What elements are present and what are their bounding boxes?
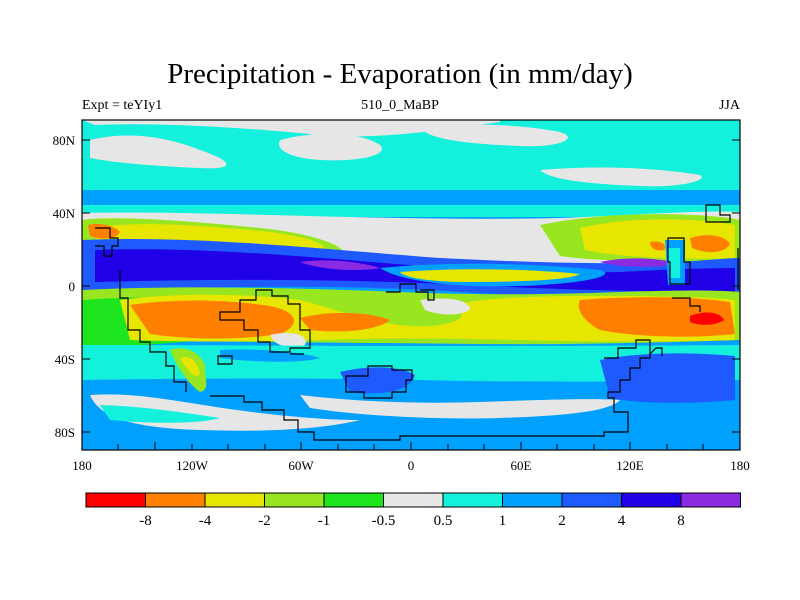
colorbar-label: 0.5	[434, 513, 453, 529]
lat-label-80s: 80S	[55, 425, 75, 440]
map-title: Precipitation - Evaporation (in mm/day)	[167, 58, 633, 90]
lon-label-120e: 120E	[616, 458, 644, 473]
colorbar-label: 8	[677, 513, 685, 529]
period-label: 510_0_MaBP	[361, 98, 439, 113]
colorbar-swatch	[264, 492, 325, 508]
contour-field	[82, 120, 740, 450]
lon-label-60e: 60E	[511, 458, 532, 473]
colorbar-label: -1	[318, 513, 331, 529]
lat-label-0: 0	[69, 279, 76, 294]
colorbar-swatch	[204, 492, 265, 508]
colorbar-swatch	[85, 492, 146, 508]
colorbar	[85, 492, 741, 508]
colorbar-label: 2	[558, 513, 566, 529]
season-label: JJA	[718, 98, 740, 113]
colorbar-swatch	[502, 492, 563, 508]
colorbar-label: 4	[618, 513, 626, 529]
colorbar-label: -4	[199, 513, 212, 529]
colorbar-swatch	[442, 492, 503, 508]
colorbar-swatch	[561, 492, 622, 508]
colorbar-swatch	[621, 492, 682, 508]
lon-label-0: 0	[408, 458, 415, 473]
colorbar-swatch	[680, 492, 741, 508]
lon-label-120w: 120W	[176, 458, 209, 473]
lat-label-40n: 40N	[53, 206, 76, 221]
lon-label-180e: 180	[730, 458, 750, 473]
colorbar-label: -0.5	[372, 513, 396, 529]
lat-label-40s: 40S	[55, 352, 75, 367]
colorbar-swatch	[323, 492, 384, 508]
colorbar-label: -8	[139, 513, 152, 529]
experiment-label: Expt = teYIy1	[82, 98, 163, 113]
colorbar-label: -2	[258, 513, 271, 529]
lon-label-60w: 60W	[288, 458, 314, 473]
colorbar-swatch	[145, 492, 206, 508]
lon-label-180w: 180	[72, 458, 92, 473]
lat-label-80n: 80N	[53, 133, 76, 148]
colorbar-label: 1	[499, 513, 507, 529]
colorbar-swatch	[383, 492, 444, 508]
coastlines	[95, 204, 739, 441]
